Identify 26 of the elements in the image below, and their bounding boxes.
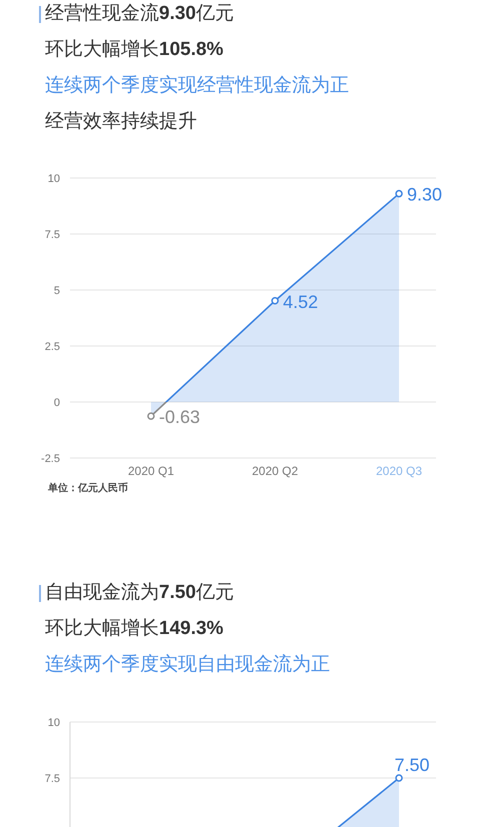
y-tick-label: 10 xyxy=(48,172,60,185)
point xyxy=(395,190,403,198)
x-tick-label: 2020 Q2 xyxy=(252,464,298,478)
y-tick-label: -2.5 xyxy=(41,452,60,465)
data-label: 9.30 xyxy=(407,184,442,205)
chart-subtitle: 环比大幅增长105.8% xyxy=(44,38,224,62)
y-tick-label: 2.5 xyxy=(44,340,60,353)
x-tick-label: 2020 Q3 xyxy=(376,464,422,478)
data-label: 7.50 xyxy=(394,755,430,775)
chart-subtitle: 环比大幅增长149.3% xyxy=(44,617,224,641)
text: 连续两个季度实现经营性现金流为正 xyxy=(44,74,350,98)
y-tick-label: 7.5 xyxy=(44,772,60,785)
point xyxy=(271,297,279,304)
y-tick-label: 7.5 xyxy=(44,228,60,241)
text: 经营效率持续提升 xyxy=(44,110,198,134)
x-tick-label: 2020 Q1 xyxy=(128,464,174,478)
y-tick-label: 5 xyxy=(54,284,60,297)
text: 连续两个季度实现自由现金流为正 xyxy=(44,653,331,677)
y-tick-label: 10 xyxy=(48,716,60,729)
data-label: 4.52 xyxy=(283,292,318,312)
chart-title: 自由现金流为7.50亿元 xyxy=(44,581,235,605)
y-tick-label: 0 xyxy=(54,396,60,409)
data-label: -0.63 xyxy=(159,407,200,428)
y-axis-title: 单位：亿元人民币 xyxy=(48,482,128,495)
chart-title: 经营性现金流9.30亿元 xyxy=(44,2,235,26)
point xyxy=(147,412,155,420)
